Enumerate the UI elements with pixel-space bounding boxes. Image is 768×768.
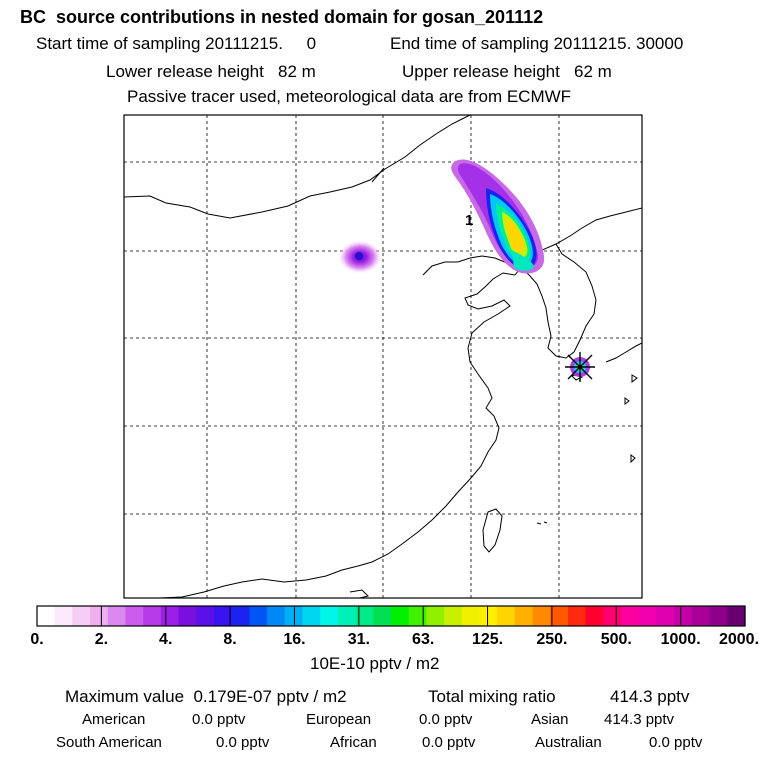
star-marker-icon bbox=[565, 352, 595, 382]
lower-release-label: Lower release height 82 m bbox=[106, 62, 316, 81]
plume-tail bbox=[512, 250, 534, 271]
colorbar-swatch bbox=[674, 606, 693, 626]
colorbar-frame bbox=[36, 605, 746, 627]
colorbar-dividers bbox=[100, 606, 682, 626]
region-name-australian: Australian bbox=[535, 734, 602, 751]
colorbar-swatch bbox=[691, 606, 711, 626]
colorbar-swatch bbox=[320, 606, 339, 626]
end-time-label: End time of sampling 20111215. 30000 bbox=[390, 34, 684, 53]
colorbar-swatch bbox=[514, 606, 534, 626]
colorbar-swatch bbox=[107, 606, 127, 626]
colorbar-swatch bbox=[231, 606, 250, 626]
colorbar-tick-label: 2000. bbox=[718, 631, 760, 648]
colorbar-swatch bbox=[54, 606, 73, 626]
tracer-note: Passive tracer used, meteorological data… bbox=[127, 87, 572, 106]
colorbar-swatch bbox=[143, 606, 162, 626]
colorbar-swatch bbox=[37, 606, 56, 626]
colorbar-swatch bbox=[355, 606, 374, 626]
colorbar-swatch bbox=[461, 606, 481, 626]
colorbar-swatch bbox=[638, 606, 658, 626]
colorbar-swatch bbox=[727, 606, 746, 626]
colorbar-swatch bbox=[214, 606, 233, 626]
colorbar-swatch bbox=[585, 606, 604, 626]
colorbar-swatch bbox=[267, 606, 286, 626]
japan-island-1 bbox=[631, 374, 638, 384]
colorbar-swatch bbox=[125, 606, 144, 626]
max-value-label: Maximum value 0.179E-07 pptv / m2 bbox=[65, 687, 347, 706]
total-mixing-label: Total mixing ratio bbox=[428, 687, 556, 706]
northeast-plume bbox=[451, 159, 545, 274]
colorbar bbox=[37, 606, 746, 626]
colorbar-swatch bbox=[90, 606, 109, 626]
border-north bbox=[124, 115, 471, 219]
korea-peninsula bbox=[523, 243, 597, 359]
map-area bbox=[124, 115, 642, 598]
chart-title: BC source contributions in nested domain… bbox=[20, 7, 544, 27]
colorbar-swatch bbox=[337, 606, 357, 626]
receptor-label: 1 bbox=[465, 212, 474, 229]
colorbar-swatch bbox=[426, 606, 445, 626]
gridlines bbox=[124, 115, 642, 598]
colorbar-tick-label: 31. bbox=[347, 631, 370, 648]
region-value-european: 0.0 pptv bbox=[419, 711, 473, 728]
colorbar-tick-label: 16. bbox=[283, 631, 306, 648]
region-name-european: European bbox=[306, 711, 372, 728]
colorbar-tick-label: 0. bbox=[30, 631, 44, 648]
region-name-south-american: South American bbox=[56, 734, 162, 751]
colorbar-tick-label: 4. bbox=[159, 631, 173, 648]
japan-island-2 bbox=[624, 397, 630, 405]
colorbar-swatch bbox=[196, 606, 215, 626]
colorbar-swatch bbox=[249, 606, 268, 626]
colorbar-tick-label: 1000. bbox=[660, 631, 701, 648]
colorbar-swatch bbox=[603, 606, 622, 626]
region-value-australian: 0.0 pptv bbox=[649, 734, 703, 751]
region-value-american: 0.0 pptv bbox=[192, 711, 246, 728]
colorbar-swatch bbox=[656, 606, 675, 626]
region-name-african: African bbox=[330, 734, 377, 751]
japan-coast bbox=[605, 342, 642, 363]
region-name-american: American bbox=[82, 711, 146, 728]
region-name-asian: Asian bbox=[531, 711, 569, 728]
colorbar-swatch bbox=[709, 606, 728, 626]
hainan-hint bbox=[349, 589, 369, 598]
colorbar-swatch bbox=[160, 606, 180, 626]
colorbar-swatch bbox=[621, 606, 640, 626]
colorbar-swatch bbox=[72, 606, 91, 626]
colorbar-swatch bbox=[479, 606, 498, 626]
plume-band-yellow bbox=[506, 218, 524, 253]
colorbar-tick-label: 125. bbox=[471, 631, 504, 648]
colorbar-swatch bbox=[302, 606, 321, 626]
region-value-african: 0.0 pptv bbox=[422, 734, 476, 751]
colorbar-swatch bbox=[550, 606, 569, 626]
colorbar-tick-label: 2. bbox=[94, 631, 109, 648]
colorbar-swatch bbox=[373, 606, 392, 626]
colorbar-swatch bbox=[391, 606, 410, 626]
ryukyu-island-1 bbox=[630, 454, 636, 464]
start-time-label: Start time of sampling 20111215. 0 bbox=[36, 34, 317, 53]
colorbar-tick-label: 8. bbox=[223, 631, 237, 648]
map-frame bbox=[123, 114, 643, 599]
total-mixing-value: 414.3 pptv bbox=[610, 687, 690, 706]
colorbar-swatch bbox=[408, 606, 427, 626]
colorbar-tick-label: 63. bbox=[412, 631, 435, 648]
mongolia-spot-core bbox=[355, 252, 363, 260]
taiwan bbox=[482, 508, 503, 553]
colorbar-swatch bbox=[284, 606, 304, 626]
colorbar-swatch bbox=[444, 606, 463, 626]
colorbar-swatch bbox=[568, 606, 587, 626]
colorbar-swatch bbox=[532, 606, 551, 626]
region-value-south-american: 0.0 pptv bbox=[216, 734, 270, 751]
small-islands bbox=[536, 521, 548, 525]
colorbar-tick-label: 250. bbox=[536, 631, 568, 648]
border-detail bbox=[371, 167, 385, 183]
upper-release-label: Upper release height 62 m bbox=[402, 62, 612, 81]
colorbar-swatch bbox=[497, 606, 516, 626]
region-value-asian: 414.3 pptv bbox=[604, 711, 675, 728]
colorbar-unit-label: 10E-10 pptv / m2 bbox=[310, 654, 440, 673]
china-coast bbox=[159, 255, 524, 598]
station-marker bbox=[565, 352, 595, 382]
colorbar-swatch bbox=[178, 606, 197, 626]
colorbar-tick-label: 500. bbox=[600, 631, 632, 648]
